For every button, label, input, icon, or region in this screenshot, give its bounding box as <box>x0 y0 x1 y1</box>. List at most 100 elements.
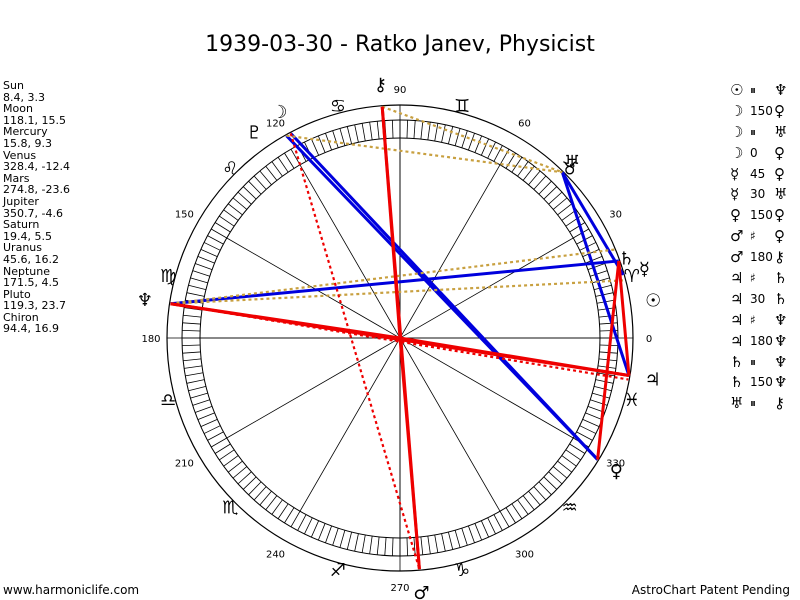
degree-tick <box>391 120 394 139</box>
degree-tick <box>277 503 289 519</box>
degree-tick <box>582 248 600 258</box>
aspect-planet-glyph: ♃ <box>730 331 744 350</box>
aspect-planet-glyph: ☽ <box>730 143 744 162</box>
degree-tick <box>183 358 202 362</box>
degree-tick <box>211 228 227 239</box>
aspect-planet-glyph: ♂ <box>730 248 744 267</box>
planet-glyph-moon: ☽ <box>271 102 287 123</box>
zodiac-sign: ♒ <box>562 498 578 519</box>
degree-tick <box>207 431 224 441</box>
degree-tick <box>384 537 387 556</box>
degree-label-180: 180 <box>141 334 160 345</box>
aspect-row: ☽ 150 ♀ <box>730 101 796 122</box>
degree-label-330: 330 <box>606 459 625 470</box>
aspect-symbol: 30 <box>750 291 766 306</box>
degree-tick <box>427 122 431 141</box>
aspect-line-blue <box>560 171 631 376</box>
aspect-line-red-dotted <box>170 302 629 381</box>
planet-glyph-mars: ♂ <box>413 583 429 600</box>
aspect-symbol: 45 <box>750 166 766 181</box>
zodiac-sign: ♏ <box>222 498 238 519</box>
degree-tick <box>248 481 262 496</box>
degree-tick <box>413 537 416 556</box>
degree-label-270: 270 <box>390 583 409 594</box>
planet-name-mars: Mars <box>3 171 30 185</box>
aspect-line-red <box>170 302 401 340</box>
planet-glyph-pluto: ♇ <box>246 122 262 143</box>
degree-label-120: 120 <box>266 118 285 129</box>
degree-tick <box>297 514 307 531</box>
zodiac-sign: ♓ <box>624 390 640 411</box>
degree-tick <box>214 222 231 233</box>
zodiac-sign: ♌ <box>222 158 238 179</box>
degree-tick <box>227 460 243 473</box>
degree-tick <box>468 133 475 151</box>
planet-name-chiron: Chiron <box>3 310 39 324</box>
degree-label-60: 60 <box>518 118 531 129</box>
degree-tick <box>585 412 603 421</box>
degree-tick <box>461 528 468 546</box>
degree-label-90: 90 <box>394 85 407 96</box>
degree-tick <box>304 517 313 535</box>
degree-tick <box>184 365 203 369</box>
aspect-planet-glyph: ♄ <box>774 289 788 308</box>
degree-tick <box>592 392 610 399</box>
planet-glyph-neptune: ♆ <box>137 290 153 311</box>
degree-tick <box>528 490 541 506</box>
aspect-planet-glyph: ☽ <box>730 122 744 141</box>
degree-tick <box>441 533 446 552</box>
aspect-line-red <box>617 260 631 376</box>
aspect-planet-glyph: ♀ <box>774 206 785 225</box>
zodiac-sign: ♉ <box>562 158 578 179</box>
degree-tick <box>487 517 496 535</box>
aspect-row: ♃ 30 ♄ <box>730 289 796 310</box>
degree-tick <box>420 536 424 555</box>
degree-tick <box>223 455 239 467</box>
aspect-row: ♂ ♯ ♀ <box>730 226 796 247</box>
aspect-lines <box>170 105 631 570</box>
degree-tick <box>543 186 558 200</box>
degree-tick <box>480 138 490 156</box>
degree-tick <box>237 191 252 205</box>
degree-tick <box>517 499 529 515</box>
aspect-line-red <box>398 337 421 570</box>
degree-tick <box>190 392 208 399</box>
planet-position-list: Sun 8.4, 3.3 Moon 118.1, 15.5 Mercury 15.8, 9… <box>3 80 70 335</box>
degree-tick <box>361 534 366 553</box>
degree-tick <box>237 471 252 485</box>
chart-title: 1939-03-30 - Ratko Janev, Physicist <box>205 32 595 57</box>
degree-tick <box>548 471 563 485</box>
degree-tick <box>195 406 213 413</box>
degree-tick <box>548 191 563 205</box>
aspect-planet-glyph: ♀ <box>774 164 785 183</box>
aspect-line-gold <box>170 279 625 305</box>
degree-tick <box>192 270 210 277</box>
degree-tick <box>317 135 326 153</box>
degree-label-0: 0 <box>646 334 652 345</box>
planet-name-sun: Sun <box>3 79 24 92</box>
degree-tick <box>207 235 224 245</box>
planet-coords-venus: 328.4, -12.4 <box>3 160 70 174</box>
aspect-planet-glyph: ♀ <box>774 101 785 120</box>
degree-tick <box>468 525 475 543</box>
aspect-row: ♅ ⏸ ⚷ <box>730 393 796 414</box>
zodiac-signs: ♈ ♉ ♊ ♋ ♌ ♍ ♎ ♏ ♐ ♑ ♒ ♓ <box>160 96 640 581</box>
footer-website: www.harmoniclife.com <box>3 583 140 597</box>
degree-tick <box>599 322 618 325</box>
degree-tick <box>182 322 201 325</box>
degree-tick <box>227 203 243 216</box>
degree-tick <box>188 385 207 392</box>
planet-coords-pluto: 119.3, 23.7 <box>3 299 66 313</box>
aspect-planet-glyph: ♅ <box>774 122 788 141</box>
aspect-planet-glyph: ☽ <box>730 101 744 120</box>
aspect-symbol: ♯ <box>750 229 756 244</box>
planet-name-neptune: Neptune <box>3 264 51 278</box>
degree-tick <box>346 126 353 145</box>
aspect-row: ♂ 180 ⚷ <box>730 247 796 268</box>
degree-tick <box>582 418 600 428</box>
degree-tick <box>511 503 523 519</box>
degree-tick <box>232 466 248 479</box>
aspect-symbol: ⏸ <box>750 124 757 139</box>
degree-tick <box>186 379 205 384</box>
degree-tick <box>182 344 201 347</box>
